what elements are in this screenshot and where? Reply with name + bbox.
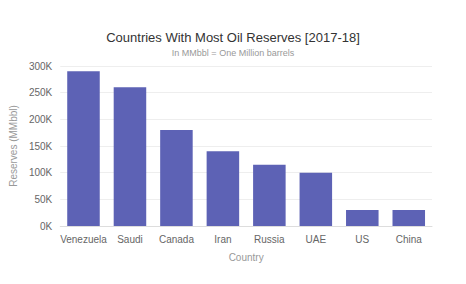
svg-text:250K: 250K <box>29 87 53 98</box>
svg-text:China: China <box>396 234 423 245</box>
svg-text:Venezuela: Venezuela <box>60 234 107 245</box>
svg-text:200K: 200K <box>29 114 53 125</box>
svg-text:Reserves (MMbbl): Reserves (MMbbl) <box>8 105 19 187</box>
svg-text:Iran: Iran <box>214 234 231 245</box>
svg-text:0K: 0K <box>40 221 53 232</box>
svg-text:50K: 50K <box>34 194 52 205</box>
svg-text:Countries With Most Oil Reserv: Countries With Most Oil Reserves [2017-1… <box>106 30 360 45</box>
svg-text:Russia: Russia <box>254 234 285 245</box>
svg-text:Canada: Canada <box>159 234 194 245</box>
svg-text:300K: 300K <box>29 61 53 72</box>
svg-text:150K: 150K <box>29 141 53 152</box>
svg-text:Country: Country <box>229 252 264 263</box>
svg-text:Saudi: Saudi <box>117 234 143 245</box>
svg-text:UAE: UAE <box>306 234 327 245</box>
svg-text:In MMbbl = One Million barrels: In MMbbl = One Million barrels <box>172 48 295 58</box>
svg-text:100K: 100K <box>29 167 53 178</box>
svg-text:US: US <box>355 234 369 245</box>
